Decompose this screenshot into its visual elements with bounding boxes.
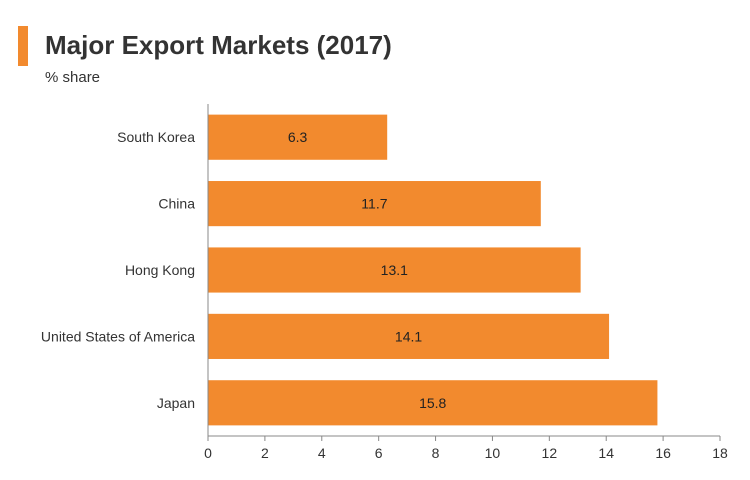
x-tick-label: 2 (261, 445, 269, 461)
x-tick-label: 6 (375, 445, 383, 461)
x-tick-label: 8 (432, 445, 440, 461)
x-tick-label: 10 (485, 445, 501, 461)
data-label: 15.8 (419, 395, 446, 411)
x-tick-label: 16 (655, 445, 671, 461)
title-accent-bar (18, 26, 28, 66)
chart-title: Major Export Markets (2017) (45, 30, 392, 60)
bar (208, 313, 610, 359)
category-label: Hong Kong (125, 262, 195, 278)
data-label: 11.7 (361, 196, 387, 212)
chart-subtitle: % share (45, 69, 101, 86)
x-tick-label: 4 (318, 445, 326, 461)
category-label: China (158, 196, 195, 212)
bar (208, 181, 541, 227)
x-tick-label: 0 (204, 445, 212, 461)
x-tick-label: 12 (542, 445, 558, 461)
data-label: 13.1 (381, 262, 408, 278)
data-label: 14.1 (395, 328, 422, 344)
x-tick-label: 18 (712, 445, 728, 461)
category-label: Japan (157, 395, 195, 411)
bar (208, 380, 658, 426)
bar (208, 114, 388, 160)
category-label: United States of America (41, 328, 195, 344)
data-label: 6.3 (288, 129, 308, 145)
x-tick-label: 14 (598, 445, 614, 461)
bar (208, 247, 581, 293)
category-label: South Korea (117, 129, 195, 145)
